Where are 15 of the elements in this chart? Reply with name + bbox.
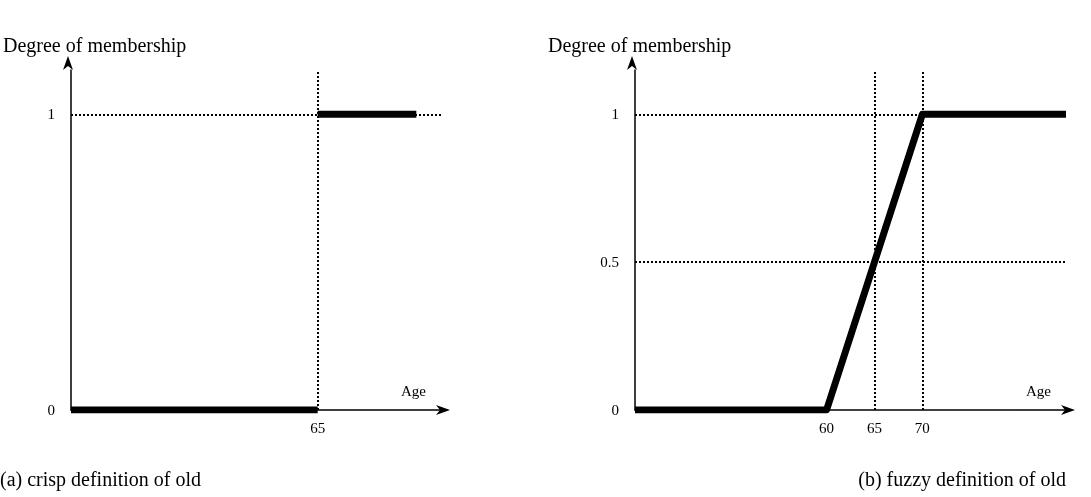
text: (b) fuzzy definition of old (858, 468, 1066, 491)
x-tick-label: 65 (310, 419, 326, 436)
y-axis-title: Degree of membership (3, 34, 187, 57)
x-axis-title: Age (401, 382, 427, 399)
text: (a) crisp definition of old (0, 468, 202, 491)
y-tick-label: 0.5 (600, 254, 619, 271)
y-axis-title: Degree of membership (548, 34, 732, 57)
y-tick-label: 1 (47, 106, 55, 123)
y-tick-label: 0 (611, 402, 619, 418)
x-tick-label: 60 (819, 419, 835, 436)
x-tick-label: 65 (866, 419, 882, 436)
y-tick-label: 1 (611, 106, 619, 123)
y-tick-label: 0 (47, 402, 55, 418)
x-axis-title: Age (1026, 382, 1052, 399)
x-tick-label: 70 (914, 419, 930, 436)
